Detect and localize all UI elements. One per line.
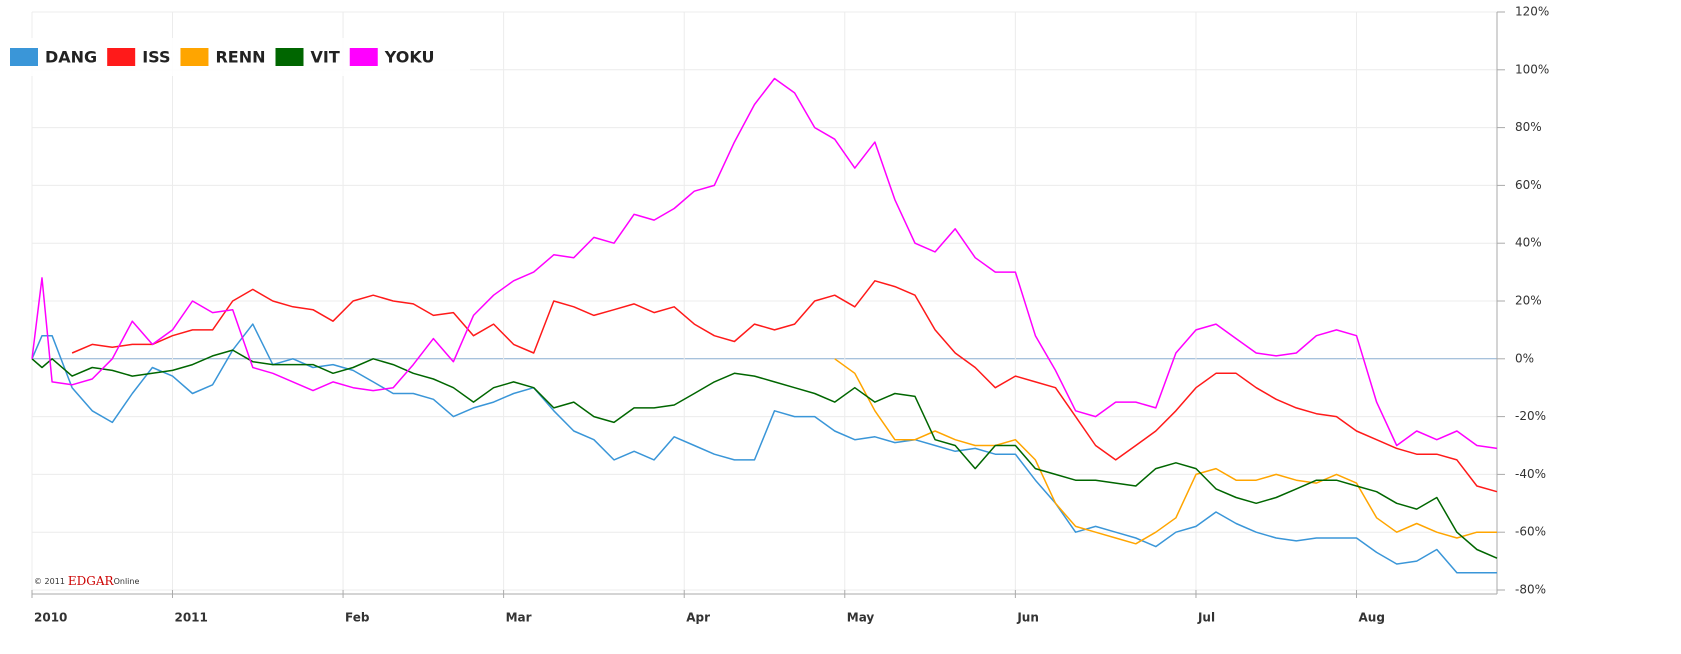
series-line — [834, 358, 1497, 545]
legend-swatch — [180, 48, 209, 66]
y-tick-label: -60% — [1515, 525, 1546, 539]
x-tick-label: Feb — [345, 611, 370, 625]
source-part: EDGAR — [68, 574, 115, 588]
legend-swatch — [275, 48, 304, 66]
legend-swatch — [107, 48, 136, 66]
y-tick-label: -80% — [1515, 583, 1546, 597]
y-tick-label: 100% — [1515, 62, 1549, 76]
x-tick-label: Jun — [1016, 611, 1039, 625]
legend-label: ISS — [142, 48, 170, 67]
legend-swatch — [10, 48, 38, 66]
legend-label: VIT — [311, 48, 340, 67]
x-tick-label: 2011 — [174, 611, 207, 625]
y-tick-label: 0% — [1515, 351, 1534, 365]
legend-label: DANG — [45, 48, 97, 67]
y-tick-label: 20% — [1515, 294, 1542, 308]
source: © 2011 EDGAROnline — [34, 574, 139, 588]
y-tick-label: 40% — [1515, 236, 1542, 250]
y-tick-label: -40% — [1515, 467, 1546, 481]
y-tick-label: -20% — [1515, 409, 1546, 423]
x-tick-label: May — [847, 611, 875, 625]
y-tick-label: 60% — [1515, 178, 1542, 192]
legend-label: YOKU — [384, 48, 435, 67]
y-tick-label: 120% — [1515, 5, 1549, 19]
x-tick-label: Mar — [506, 611, 532, 625]
legend-box — [0, 38, 470, 76]
series-line — [71, 280, 1498, 493]
series-line — [31, 349, 1498, 559]
y-tick-label: 80% — [1515, 120, 1542, 134]
x-tick-label: 2010 — [34, 611, 67, 625]
source-part: © 2011 — [34, 577, 65, 586]
series-line — [31, 77, 1498, 450]
legend-swatch — [349, 48, 378, 66]
legend-label: RENN — [215, 48, 265, 67]
x-tick-label: Jul — [1197, 611, 1215, 625]
x-tick-label: Apr — [686, 611, 710, 625]
legend: DANG ISS RENN VIT YOKU — [0, 38, 470, 76]
source-part: Online — [114, 577, 140, 586]
series-line — [31, 323, 1497, 574]
x-tick-label: Aug — [1359, 611, 1385, 625]
